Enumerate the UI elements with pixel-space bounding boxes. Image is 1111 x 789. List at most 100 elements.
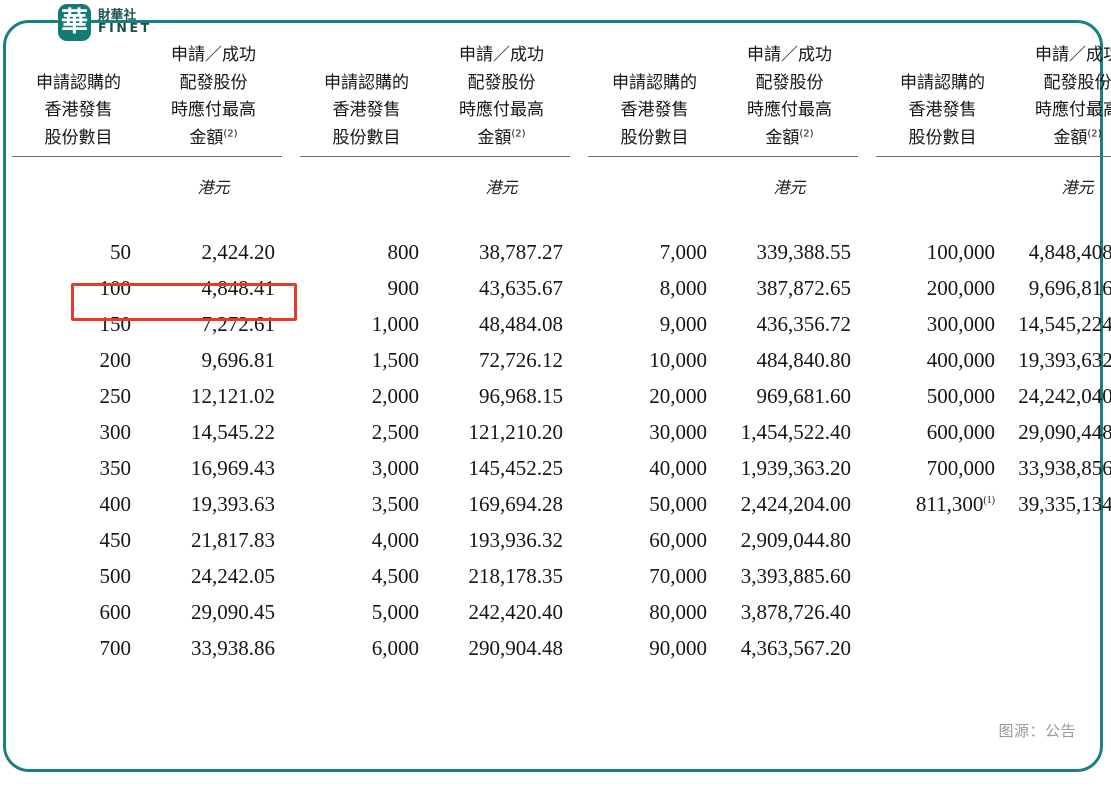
table-row: 150 7,272.61 1,000 48,484.08 9,000 436,356.72…	[12, 306, 1111, 342]
cell-max-amount: 9,696,816.00	[1028, 275, 1111, 300]
column-header-5: 申請／成功 配發股份 時應付最高 金額(2)	[721, 42, 858, 158]
header-line: 時應付最高	[1035, 100, 1111, 121]
cell-max-amount: 19,393.63	[191, 491, 275, 516]
column-unit-7: 港元	[1061, 178, 1094, 198]
cell-share-qty: 700	[99, 635, 132, 660]
column-header-6: 申請認購的 香港發售 股份數目	[876, 42, 1009, 158]
cell-max-amount	[1009, 594, 1111, 630]
unit-spacer	[282, 157, 300, 235]
cell-share-qty: 60,000	[649, 527, 707, 552]
cell-share-qty	[876, 522, 1009, 558]
cell-max-amount: 19,393,632.00	[1018, 347, 1111, 372]
column-gap	[858, 450, 876, 486]
cell-share-qty: 400,000	[926, 347, 995, 372]
column-gap	[570, 378, 588, 414]
header-line: 時應付最高	[747, 100, 832, 121]
column-gap	[858, 630, 876, 666]
column-gap	[858, 558, 876, 594]
cell-max-amount: 969,681.60	[756, 383, 852, 408]
table-row: 50 2,424.20 800 38,787.27 7,000 339,388.55 100…	[12, 234, 1111, 270]
table-head: 申請認購的香港發售股份數目 申請／成功 配發股份 時應付最高 金額(2) 申請認購的香…	[12, 42, 1111, 234]
column-header-0: 申請認購的香港發售股份數目	[12, 42, 145, 158]
column-gap	[858, 342, 876, 378]
header-footnote-marker: (2)	[223, 127, 238, 139]
column-gap	[282, 558, 300, 594]
cell-share-qty	[876, 594, 1009, 630]
column-unit-3: 港元	[485, 178, 518, 198]
cell-max-amount: 9,696.81	[201, 347, 276, 372]
cell-max-amount: 33,938,856.00	[1018, 455, 1111, 480]
cell-max-amount: 39,335,134.10	[1018, 491, 1111, 516]
cell-max-amount: 436,356.72	[756, 311, 852, 336]
cell-share-qty: 500,000	[926, 383, 995, 408]
cell-share-qty: 9,000	[659, 311, 707, 336]
cell-share-qty: 50,000	[649, 491, 707, 516]
column-gap	[282, 414, 300, 450]
cell-max-amount: 2,909,044.80	[740, 527, 851, 552]
header-line: 申請認購的	[36, 72, 121, 93]
cell-footnote-marker: (1)	[983, 494, 995, 506]
header-line: 股份數目	[44, 127, 113, 148]
column-gap	[282, 378, 300, 414]
column-gap	[282, 234, 300, 270]
cell-share-qty: 600	[99, 599, 132, 624]
cell-max-amount: 4,848.41	[201, 275, 276, 300]
cell-share-qty: 700,000	[926, 455, 995, 480]
column-gap	[858, 306, 876, 342]
table-row: 400 19,393.63 3,500 169,694.28 50,000 2,424,2…	[12, 486, 1111, 522]
header-footnote-marker: (2)	[1087, 127, 1102, 139]
cell-share-qty: 4,000	[371, 527, 419, 552]
column-unit-5: 港元	[773, 178, 806, 198]
cell-max-amount	[1009, 630, 1111, 666]
header-line: 股份數目	[332, 127, 401, 148]
column-gap	[570, 234, 588, 270]
table-body: 50 2,424.20 800 38,787.27 7,000 339,388.55 100…	[12, 234, 1111, 666]
cell-max-amount: 43,635.67	[479, 275, 563, 300]
brand-logo: 華 財華社 FINET	[58, 2, 152, 42]
cell-max-amount: 29,090,448.00	[1018, 419, 1111, 444]
cell-share-qty: 200	[99, 347, 132, 372]
header-line: 香港發售	[908, 100, 977, 121]
table-row: 300 14,545.22 2,500 121,210.20 30,000 1,454,5…	[12, 414, 1111, 450]
source-credit: 图源：公告	[998, 722, 1076, 740]
unit-row: 港元 港元 港元 港元	[12, 157, 1111, 235]
table-row: 250 12,121.02 2,000 96,968.15 20,000 969,681.…	[12, 378, 1111, 414]
cell-max-amount: 169,694.28	[468, 491, 564, 516]
column-header-2: 申請認購的 香港發售 股份數目	[300, 42, 433, 158]
cell-max-amount: 290,904.48	[468, 635, 564, 660]
table-row: 500 24,242.05 4,500 218,178.35 70,000 3,393,8…	[12, 558, 1111, 594]
cell-share-qty: 150	[99, 311, 132, 336]
cell-max-amount: 16,969.43	[191, 455, 275, 480]
cell-share-qty: 4,500	[371, 563, 419, 588]
finet-logo-icon: 華	[58, 3, 91, 41]
column-gap	[570, 486, 588, 522]
cell-max-amount: 48,484.08	[479, 311, 563, 336]
cell-share-qty: 30,000	[649, 419, 707, 444]
table-row: 700 33,938.86 6,000 290,904.48 90,000 4,363,5…	[12, 630, 1111, 666]
cell-share-qty	[876, 558, 1009, 594]
column-gap	[570, 630, 588, 666]
header-line: 申請認購的	[324, 72, 409, 93]
cell-max-amount: 12,121.02	[191, 383, 275, 408]
cell-share-qty: 7,000	[659, 239, 707, 264]
cell-share-qty: 400	[99, 491, 132, 516]
cell-max-amount: 484,840.80	[756, 347, 852, 372]
cell-share-qty: 450	[99, 527, 132, 552]
column-unit-1: 港元	[197, 178, 230, 198]
cell-max-amount: 3,393,885.60	[740, 563, 851, 588]
cell-max-amount: 387,872.65	[756, 275, 852, 300]
cell-share-qty: 20,000	[649, 383, 707, 408]
unit-spacer	[858, 157, 876, 235]
header-line: 香港發售	[44, 100, 113, 121]
column-gap	[282, 342, 300, 378]
cell-share-qty: 10,000	[649, 347, 707, 372]
table-row: 100 4,848.41 900 43,635.67 8,000 387,872.65 20…	[12, 270, 1111, 306]
cell-share-qty: 100,000	[926, 239, 995, 264]
column-unit-2	[300, 157, 433, 235]
cell-max-amount: 2,424,204.00	[740, 491, 851, 516]
cell-share-qty: 40,000	[649, 455, 707, 480]
header-line: 申請／成功	[171, 45, 256, 65]
cell-share-qty: 90,000	[649, 635, 707, 660]
cell-max-amount: 4,363,567.20	[740, 635, 851, 660]
